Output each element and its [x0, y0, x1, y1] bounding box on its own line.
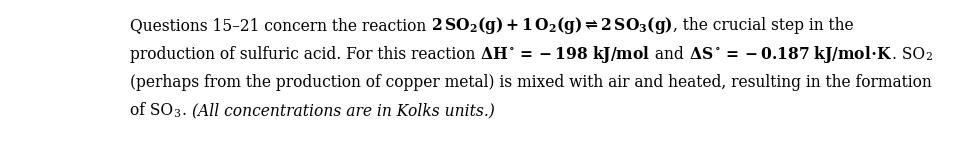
- Text: .: .: [181, 102, 192, 119]
- Text: , the crucial step in the: , the crucial step in the: [673, 17, 854, 34]
- Text: $_3$: $_3$: [174, 103, 181, 120]
- Text: production of sulfuric acid. For this reaction: production of sulfuric acid. For this re…: [130, 46, 480, 63]
- Text: $\mathbf{\Delta S^\circ = -0.187\ kJ/mol{\cdot}K}$: $\mathbf{\Delta S^\circ = -0.187\ kJ/mol…: [689, 44, 893, 65]
- Text: . SO: . SO: [893, 46, 925, 63]
- Text: Questions 15–21 concern the reaction: Questions 15–21 concern the reaction: [130, 17, 431, 34]
- Text: and: and: [651, 46, 689, 63]
- Text: of SO: of SO: [130, 102, 174, 119]
- Text: $\mathbf{2\,SO_2(g) + 1\,O_2(g) \rightleftharpoons 2\,SO_3(g)}$: $\mathbf{2\,SO_2(g) + 1\,O_2(g) \rightle…: [431, 15, 673, 36]
- Text: $\mathbf{\Delta H^\circ = -198\ kJ/mol}$: $\mathbf{\Delta H^\circ = -198\ kJ/mol}$: [480, 44, 651, 65]
- Text: (All concentrations are in Kolks units.): (All concentrations are in Kolks units.): [192, 102, 495, 119]
- Text: $_2$: $_2$: [925, 46, 933, 63]
- Text: (perhaps from the production of copper metal) is mixed with air and heated, resu: (perhaps from the production of copper m…: [130, 74, 932, 91]
